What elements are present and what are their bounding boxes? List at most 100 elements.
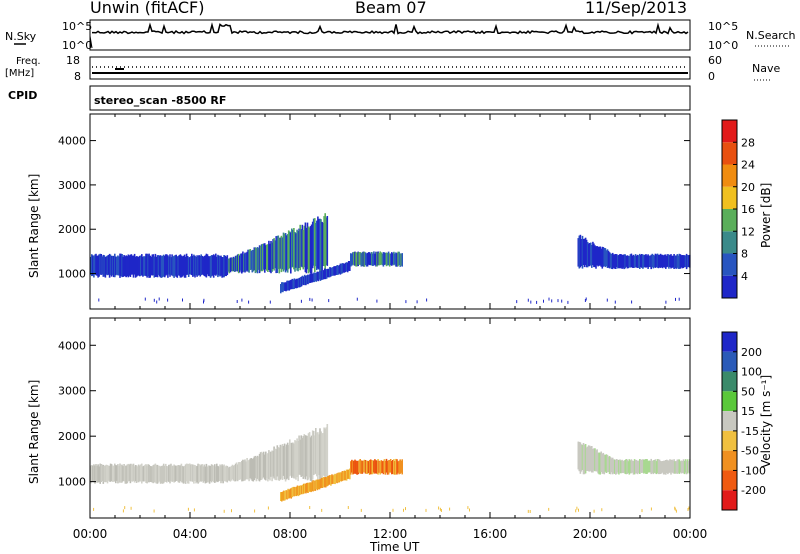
power-panel-cell (306, 222, 309, 270)
velocity-panel-cell (376, 460, 378, 474)
velocity-panel-cell (664, 460, 666, 475)
velocity-panel-cell (592, 448, 594, 473)
velocity-panel-cell (204, 466, 207, 484)
power-panel-cell (280, 235, 283, 273)
velocity-panel-cell (631, 460, 634, 473)
power-panel-cell (218, 255, 220, 276)
power-panel-cell (173, 255, 175, 278)
velocity-panel-cell (640, 459, 642, 473)
power-panel-cell (91, 254, 93, 277)
velocity-panel-cell (275, 449, 277, 481)
velocity-panel-cell (399, 459, 401, 474)
power-panel-cell (242, 251, 244, 273)
power-panel-cell (153, 256, 156, 278)
colorbar-frame (721, 331, 738, 511)
velocity-panel-cell (95, 464, 97, 482)
velocity-panel-cell (300, 435, 302, 477)
power-panel-cell (202, 257, 205, 275)
power-panel-cell (585, 297, 587, 301)
power-panel-cell (678, 253, 681, 269)
velocity-panel-cell (216, 463, 218, 482)
power-panel-cell (310, 224, 313, 274)
power-panel-cell (137, 256, 140, 276)
power-panel-cell (236, 300, 238, 303)
power-panel-cell (224, 255, 226, 276)
velocity-panel-cell (181, 465, 184, 483)
power-panel-cell (313, 272, 315, 283)
power-panel-cell (298, 277, 301, 288)
power-panel-cell (290, 232, 292, 274)
velocity-panel-cell (679, 461, 682, 473)
velocity-panel-cell (342, 471, 345, 481)
velocity-panel-cell (207, 465, 210, 483)
power-panel-cell (243, 254, 245, 272)
velocity-panel-cell (343, 470, 346, 481)
power-panel-cell (675, 297, 676, 301)
power-panel-cell (199, 255, 201, 277)
power-panel-cell (93, 256, 95, 278)
power-panel-cell (304, 222, 307, 273)
power-panel-cell (582, 239, 585, 265)
velocity-panel-cell (651, 461, 654, 474)
power-panel-cell (379, 251, 381, 266)
power-panel-cell (98, 254, 100, 277)
velocity-panel-cell (627, 461, 630, 473)
power-panel-cell (623, 254, 625, 270)
velocity-panel-cell (425, 508, 427, 512)
velocity-panel-cell (100, 464, 102, 482)
power-panel-cell (119, 253, 121, 278)
power-panel-cell (283, 282, 285, 291)
velocity-panel-cell (371, 460, 373, 475)
colorbar-tick-label: 200 (741, 346, 762, 359)
power-panel-cell (686, 255, 689, 268)
velocity-panel-cell (222, 465, 224, 484)
velocity-panel-cell (340, 472, 343, 482)
velocity-panel-cell (246, 458, 248, 480)
velocity-panel-cell (385, 458, 388, 473)
velocity-panel-cell (132, 463, 135, 481)
power-panel-cell (118, 256, 120, 276)
velocity-panel-cell (355, 460, 357, 474)
velocity-panel-cell (286, 442, 289, 479)
power-panel-cell (278, 237, 281, 274)
power-panel-cell (665, 254, 667, 269)
power-panel-cell (311, 221, 314, 269)
power-panel-cell (282, 232, 285, 272)
velocity-panel-cell (292, 486, 295, 497)
power-panel-cell (141, 254, 143, 276)
power-panel-cell (543, 299, 544, 303)
power-panel-cell (261, 243, 264, 272)
power-panel-cell (279, 237, 282, 269)
velocity-panel-cell (291, 442, 293, 478)
power-panel-cell (654, 253, 657, 268)
power-panel-cell (590, 242, 592, 265)
power-panel-cell (207, 256, 210, 277)
colorbar-tick-label: 24 (741, 159, 755, 172)
power-panel-cell (203, 300, 204, 304)
power-panel-cell (322, 222, 324, 266)
velocity-panel-cell (652, 460, 655, 475)
power-panel-cell (203, 298, 205, 302)
velocity-panel-cell (313, 480, 315, 491)
power-panel-cell (653, 255, 656, 268)
velocity-panel-cell (327, 476, 329, 486)
power-panel-cell (289, 231, 291, 269)
power-panel-cell (258, 245, 261, 274)
velocity-panel-cell (106, 465, 109, 484)
power-panel-cell (307, 226, 310, 274)
velocity-panel-cell (593, 509, 595, 513)
power-panel-cell (301, 275, 304, 285)
power-panel-cell (308, 227, 311, 272)
velocity-panel-cell (298, 485, 301, 495)
power-panel-cell (664, 254, 666, 268)
power-panel-cell (110, 256, 113, 277)
velocity-panel-cell (174, 465, 176, 482)
power-panel-cell (309, 297, 311, 301)
power-panel-cell (646, 255, 648, 267)
x-tick-label: 00:00 (73, 527, 108, 541)
power-panel-cell (377, 251, 379, 266)
power-panel-cell (567, 300, 569, 304)
velocity-panel-cell (160, 465, 163, 484)
velocity-panel-cell (274, 448, 276, 480)
power-panel-cell (631, 300, 633, 304)
